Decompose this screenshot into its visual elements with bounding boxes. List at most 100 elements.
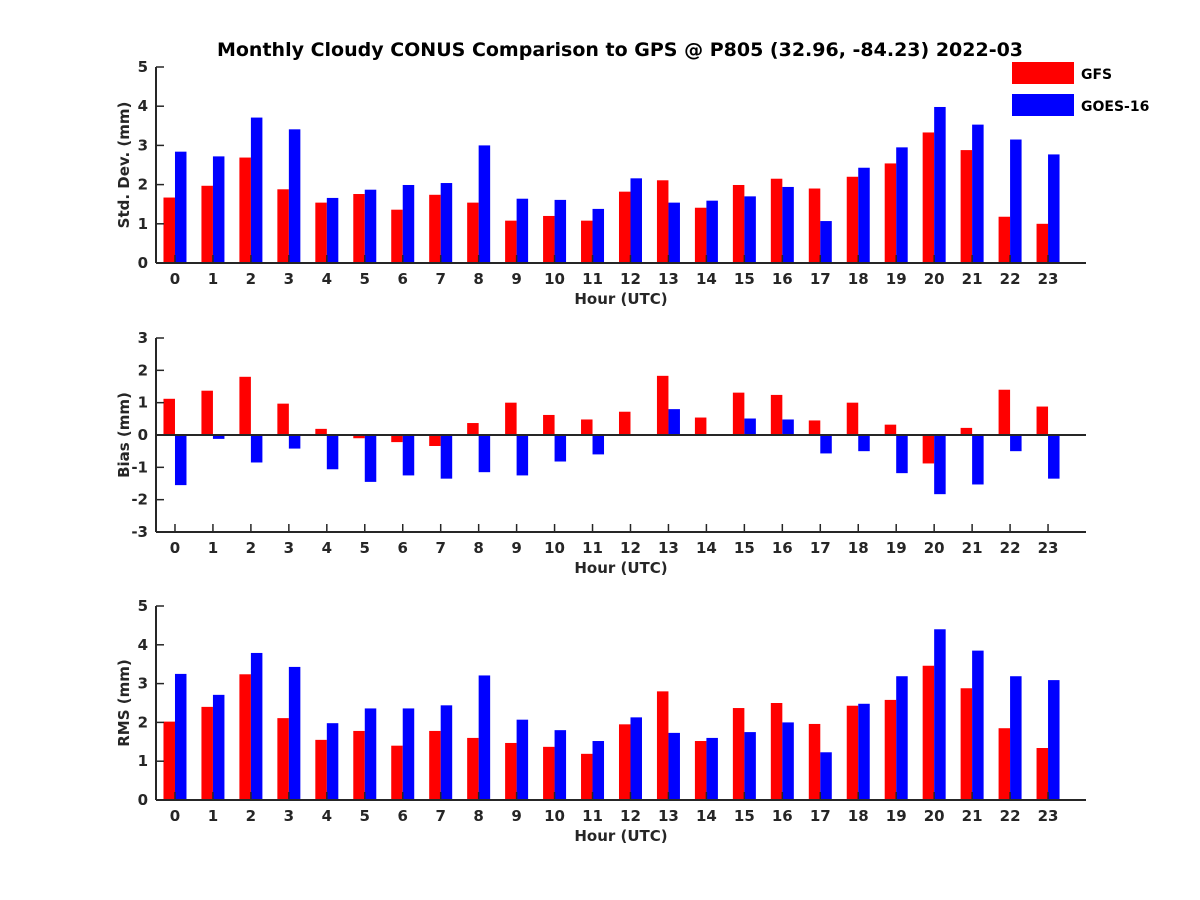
bar-goes-16-hour-19 [896, 435, 908, 474]
bar-gfs-hour-8 [467, 202, 479, 263]
bar-goes-16-hour-10 [554, 199, 567, 263]
x-tick-label: 1 [208, 270, 218, 288]
bar-goes-16-hour-9 [516, 198, 529, 263]
bar-gfs-hour-11 [581, 419, 593, 435]
bar-gfs-hour-7 [429, 730, 441, 800]
y-tick-label: -3 [131, 523, 148, 541]
bar-goes-16-hour-11 [592, 741, 605, 800]
x-tick-label: 8 [473, 270, 483, 288]
x-tick-label: 22 [1000, 539, 1021, 557]
bar-gfs-hour-5 [353, 435, 365, 439]
bar-goes-16-hour-14 [706, 737, 718, 800]
bar-goes-16-hour-23 [1048, 154, 1060, 263]
bar-gfs-hour-4 [315, 202, 327, 263]
x-tick-label: 15 [734, 807, 755, 825]
y-tick-label: 0 [138, 254, 148, 272]
y-tick-label: 0 [138, 791, 148, 809]
bar-gfs-hour-18 [846, 402, 859, 435]
x-tick-label: 6 [398, 807, 408, 825]
bar-goes-16-hour-3 [288, 435, 301, 449]
bar-goes-16-hour-11 [592, 435, 605, 455]
y-tick-label: 2 [138, 176, 148, 194]
bar-goes-16-hour-14 [706, 200, 718, 263]
bar-goes-16-hour-13 [668, 732, 680, 800]
bar-gfs-hour-22 [998, 389, 1011, 435]
x-tick-label: 10 [544, 807, 565, 825]
bar-goes-16-hour-9 [516, 435, 529, 476]
bar-goes-16-hour-17 [820, 221, 832, 263]
bar-gfs-hour-21 [960, 688, 973, 800]
y-tick-label: 5 [138, 597, 148, 615]
bar-goes-16-hour-16 [782, 186, 794, 263]
x-tick-label: 12 [620, 807, 641, 825]
bar-goes-16-hour-0 [174, 435, 187, 486]
bar-goes-16-hour-2 [250, 435, 263, 463]
bar-goes-16-hour-21 [972, 650, 984, 800]
x-tick-label: 8 [473, 539, 483, 557]
bar-gfs-hour-17 [808, 723, 821, 800]
bar-gfs-hour-23 [1036, 406, 1049, 435]
x-tick-label: 11 [582, 270, 603, 288]
x-tick-label: 16 [772, 270, 793, 288]
bar-goes-16-hour-15 [744, 196, 756, 263]
bar-goes-16-hour-1 [212, 694, 225, 800]
x-tick-label: 21 [962, 807, 983, 825]
y-tick-label: 1 [138, 394, 148, 412]
x-tick-label: 19 [886, 539, 907, 557]
bar-gfs-hour-3 [277, 403, 289, 435]
bar-goes-16-hour-7 [440, 705, 453, 800]
bar-goes-16-hour-23 [1048, 435, 1060, 479]
x-tick-label: 17 [810, 539, 831, 557]
bar-gfs-hour-15 [732, 392, 745, 435]
bar-gfs-hour-19 [884, 699, 897, 800]
y-tick-label: 1 [138, 752, 148, 770]
x-tick-label: 9 [511, 807, 521, 825]
bar-gfs-hour-2 [239, 376, 251, 435]
bar-goes-16-hour-8 [478, 145, 491, 263]
bar-gfs-hour-16 [770, 178, 783, 263]
bar-goes-16-hour-16 [782, 722, 794, 800]
bar-goes-16-hour-0 [174, 673, 187, 800]
y-axis-label: Std. Dev. (mm) [115, 102, 133, 229]
bar-gfs-hour-1 [201, 706, 213, 800]
bar-gfs-hour-0 [163, 398, 175, 435]
bar-goes-16-hour-19 [896, 676, 908, 800]
bar-gfs-hour-9 [505, 742, 517, 800]
x-tick-label: 8 [473, 807, 483, 825]
bar-gfs-hour-23 [1036, 223, 1049, 263]
x-tick-label: 15 [734, 270, 755, 288]
bar-goes-16-hour-6 [402, 435, 415, 476]
x-tick-label: 18 [848, 270, 869, 288]
bar-gfs-hour-0 [163, 721, 175, 800]
bar-gfs-hour-12 [618, 191, 631, 263]
bar-gfs-hour-19 [884, 424, 897, 435]
bar-goes-16-hour-18 [858, 703, 870, 800]
x-tick-label: 13 [658, 539, 679, 557]
x-tick-label: 16 [772, 539, 793, 557]
bar-gfs-hour-15 [732, 184, 745, 263]
legend-label-goes-16: GOES-16 [1081, 99, 1149, 115]
x-axis-label: Hour (UTC) [574, 290, 667, 308]
x-tick-label: 6 [398, 539, 408, 557]
x-tick-label: 4 [322, 270, 332, 288]
x-axis-label: Hour (UTC) [574, 827, 667, 845]
bar-goes-16-hour-15 [744, 732, 756, 800]
bar-goes-16-hour-0 [174, 151, 187, 263]
bar-gfs-hour-3 [277, 189, 289, 263]
bar-goes-16-hour-3 [288, 666, 301, 800]
bar-gfs-hour-5 [353, 730, 365, 800]
bar-goes-16-hour-13 [668, 409, 680, 435]
x-tick-label: 10 [544, 270, 565, 288]
x-tick-label: 5 [360, 539, 370, 557]
bar-gfs-hour-16 [770, 703, 783, 800]
x-tick-label: 3 [284, 270, 294, 288]
bar-goes-16-hour-2 [250, 652, 263, 800]
x-tick-label: 1 [208, 539, 218, 557]
bar-gfs-hour-10 [543, 414, 555, 435]
bar-gfs-hour-20 [922, 665, 935, 800]
x-tick-label: 10 [544, 539, 565, 557]
bar-goes-16-hour-6 [402, 708, 415, 800]
x-tick-label: 23 [1038, 807, 1059, 825]
bar-goes-16-hour-7 [440, 183, 453, 263]
